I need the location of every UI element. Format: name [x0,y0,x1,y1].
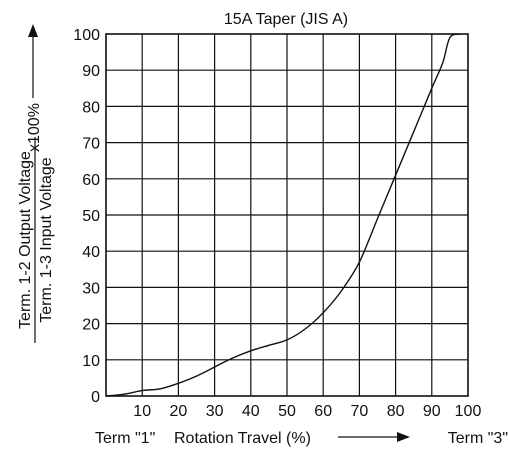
y-tick-label: 0 [91,389,100,406]
x-tick-label: 20 [170,403,188,420]
x-tick-label: 30 [206,403,224,420]
y-axis-label-group: Term. 1-2 Output Voltage Term. 1-3 Input… [17,137,55,343]
x-tick-label: 50 [278,403,296,420]
x-tick-label: 90 [423,403,441,420]
y-tick-label: 30 [82,280,100,297]
y-multiplier-group: x100% [26,103,43,152]
y-label-multiplier: x100% [26,103,43,152]
x-tick-label: 70 [351,403,369,420]
y-tick-label: 70 [82,136,100,153]
x-tick-label: 60 [314,403,332,420]
y-tick-label: 90 [82,63,100,80]
y-tick-label: 100 [73,27,100,44]
taper-curve-line [105,33,462,397]
x-tick-label: 10 [133,403,151,420]
x-start-label: Term "1" [95,430,155,447]
plot-frame [105,33,469,397]
y-tick-label: 40 [82,244,100,261]
x-tick-label: 80 [387,403,405,420]
chart-title: 15A Taper (JIS A) [224,11,348,28]
x-arrow-head-icon [397,432,410,442]
y-tick-label: 60 [82,172,100,189]
y-label-denominator: Term. 1-3 Input Voltage [38,157,55,323]
x-tick-label: 40 [242,403,260,420]
x-axis-label: Rotation Travel (%) [174,430,311,447]
grid [106,34,468,396]
y-tick-label: 10 [82,353,100,370]
y-tick-label: 50 [82,208,100,225]
tick-labels: 10 20 30 40 50 60 70 80 90 100 0 10 20 30 40 50 60 70 80 90… [73,27,481,420]
x-tick-label: 100 [455,403,482,420]
y-label-numerator: Term. 1-2 Output Voltage [17,151,34,329]
y-tick-label: 20 [82,317,100,334]
x-end-label: Term "3" [448,430,508,447]
y-arrow-head-icon [28,24,38,37]
y-tick-label: 80 [82,99,100,116]
